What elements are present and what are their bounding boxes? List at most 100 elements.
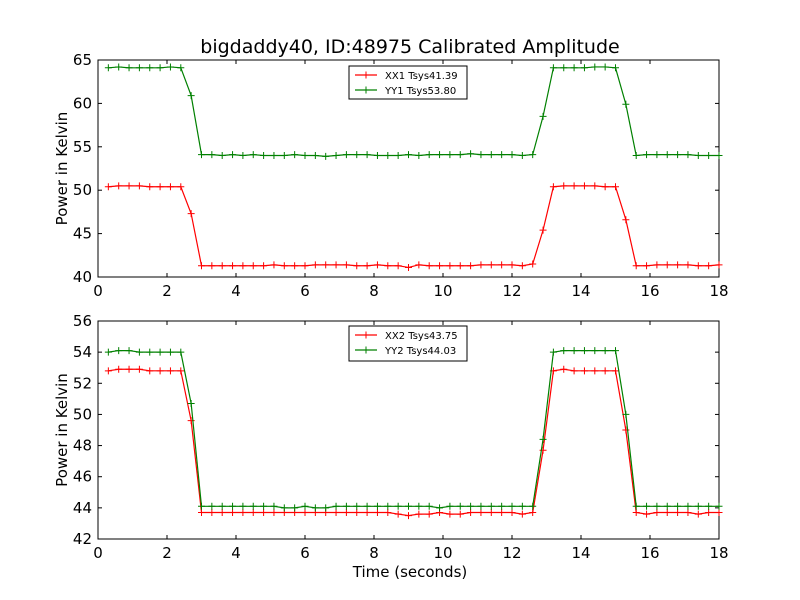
data-point	[436, 151, 444, 159]
data-point	[456, 262, 464, 270]
data-point	[415, 510, 423, 518]
data-point	[715, 509, 723, 517]
y-tick-label: 46	[73, 468, 92, 486]
data-point	[539, 446, 547, 454]
data-point	[415, 151, 423, 159]
y-tick-label: 44	[73, 499, 92, 517]
data-point	[580, 64, 588, 72]
data-point	[715, 151, 723, 159]
y-tick-label: 56	[73, 312, 92, 330]
x-tick-label: 2	[162, 282, 172, 300]
data-point	[135, 348, 143, 356]
data-point	[705, 151, 713, 159]
data-point	[373, 502, 381, 510]
data-point	[705, 502, 713, 510]
data-point	[518, 151, 526, 159]
data-point	[332, 151, 340, 159]
data-point	[539, 226, 547, 234]
data-point	[373, 261, 381, 269]
data-point	[580, 347, 588, 355]
data-point	[498, 261, 506, 269]
data-point	[487, 502, 495, 510]
y-tick-label: 50	[73, 405, 92, 423]
data-point	[115, 63, 123, 71]
data-point	[322, 261, 330, 269]
data-point	[405, 512, 412, 520]
y-axis-label: Power in Kelvin	[53, 373, 71, 487]
data-point	[612, 347, 619, 355]
data-point	[353, 509, 361, 517]
data-point	[135, 182, 143, 190]
data-point	[663, 502, 671, 510]
data-point	[229, 502, 237, 510]
x-tick-label: 8	[369, 544, 379, 562]
data-point	[301, 262, 309, 270]
data-point	[518, 502, 526, 510]
data-point	[415, 261, 423, 269]
x-tick-label: 6	[300, 544, 310, 562]
data-point	[125, 365, 133, 373]
data-point	[539, 112, 547, 120]
data-point	[363, 151, 371, 159]
data-point	[436, 504, 444, 512]
data-point	[208, 509, 216, 517]
data-point	[643, 262, 651, 270]
data-point	[394, 151, 402, 159]
x-tick-label: 16	[640, 544, 659, 562]
data-point	[405, 502, 412, 510]
x-tick-label: 0	[93, 282, 103, 300]
data-point	[291, 262, 299, 270]
x-tick-label: 18	[709, 282, 728, 300]
x-tick-label: 18	[709, 544, 728, 562]
data-point	[508, 151, 516, 159]
x-tick-label: 6	[300, 282, 310, 300]
data-point	[239, 509, 247, 517]
data-point	[446, 510, 454, 518]
data-point	[187, 400, 195, 408]
data-point	[425, 262, 433, 270]
data-point	[187, 210, 195, 218]
data-point	[198, 509, 205, 517]
data-point	[270, 261, 278, 269]
legend-marker	[362, 331, 370, 339]
data-point	[477, 151, 485, 159]
data-point	[425, 151, 433, 159]
data-point	[632, 502, 640, 510]
y-tick-label: 65	[73, 51, 92, 69]
data-point	[643, 151, 651, 159]
data-point	[446, 262, 454, 270]
x-axis-label: Time (seconds)	[352, 563, 468, 581]
data-point	[218, 262, 226, 270]
data-point	[166, 367, 174, 375]
data-point	[632, 509, 640, 517]
legend-marker	[362, 346, 370, 354]
data-point	[529, 502, 537, 510]
x-tick-label: 16	[640, 282, 659, 300]
y-tick-label: 48	[73, 437, 92, 455]
data-point	[239, 151, 247, 159]
data-point	[249, 151, 257, 159]
data-point	[353, 262, 361, 270]
data-point	[694, 510, 702, 518]
data-point	[342, 151, 350, 159]
data-point	[260, 509, 268, 517]
figure-title: bigdaddy40, ID:48975 Calibrated Amplitud…	[200, 36, 619, 58]
data-point	[177, 183, 185, 191]
data-point	[384, 151, 392, 159]
data-point	[622, 216, 630, 224]
data-point	[342, 502, 350, 510]
data-point	[591, 182, 599, 190]
data-point	[104, 348, 112, 356]
data-point	[518, 510, 526, 518]
data-point	[249, 262, 257, 270]
data-point	[560, 347, 568, 355]
data-point	[198, 151, 205, 159]
legend-entry: YY1 Tsys53.80	[384, 86, 456, 97]
data-point	[580, 182, 588, 190]
data-point	[208, 502, 216, 510]
data-point	[104, 64, 112, 72]
data-point	[425, 510, 433, 518]
data-point	[518, 262, 526, 270]
data-point	[405, 151, 412, 159]
